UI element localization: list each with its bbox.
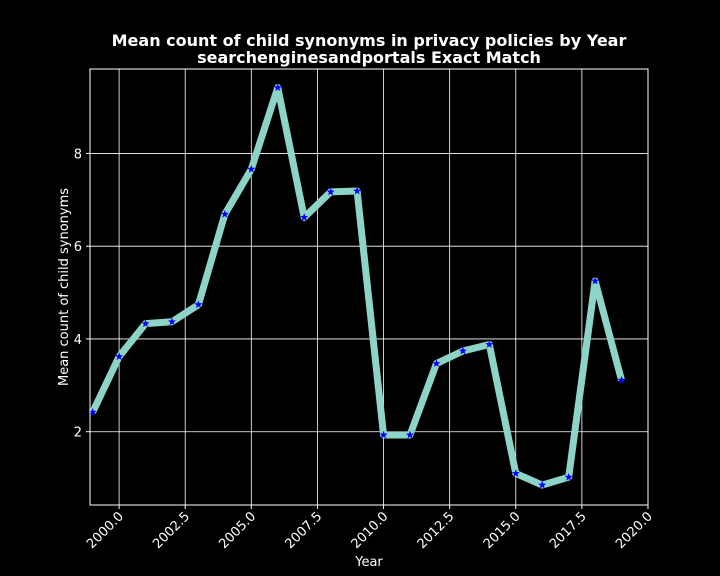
chart-subtitle: searchenginesandportals Exact Match	[197, 48, 541, 67]
y-axis-label: Mean count of child synonyms	[57, 188, 72, 386]
y-tick-label: 4	[74, 333, 82, 348]
x-axis-label: Year	[354, 555, 383, 570]
y-tick-label: 6	[74, 240, 82, 255]
y-tick-label: 2	[74, 426, 82, 441]
y-tick-label: 8	[74, 147, 82, 162]
